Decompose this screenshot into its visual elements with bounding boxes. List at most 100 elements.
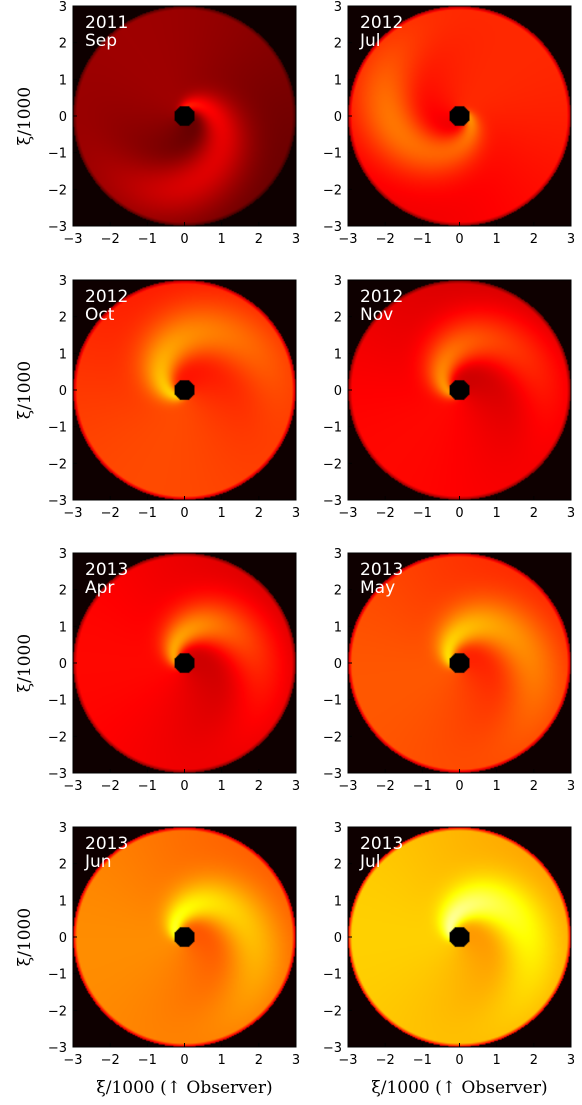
y-tick-label: −2: [48, 183, 67, 198]
y-axis-title: ξ/1000: [15, 361, 35, 419]
y-tick-label: 1: [59, 347, 67, 362]
y-tick-label: −1: [48, 147, 67, 162]
y-tick-label: 2: [334, 858, 342, 873]
x-tick-label: −3: [338, 779, 357, 794]
x-tick-label: 3: [567, 779, 575, 794]
panel-year-label: 2013: [85, 560, 128, 580]
x-tick-label: −1: [413, 1053, 432, 1068]
x-tick-label: 2: [255, 779, 263, 794]
disk-heatmap: [73, 553, 296, 773]
y-tick-label: −3: [48, 767, 67, 782]
x-tick-label: 3: [292, 506, 300, 521]
x-tick-label: −2: [101, 1053, 120, 1068]
x-tick-label: 3: [292, 1053, 300, 1068]
y-tick-label: −2: [48, 730, 67, 745]
panel-month-label: Jul: [359, 31, 381, 51]
x-tick-label: −1: [138, 1053, 157, 1068]
x-tick-label: −1: [138, 232, 157, 247]
x-tick-label: 2: [255, 506, 263, 521]
x-tick-label: 0: [455, 779, 463, 794]
panel-month-label: May: [360, 578, 395, 598]
y-tick-label: 2: [334, 311, 342, 326]
y-tick-label: 3: [59, 274, 67, 289]
x-tick-label: −2: [376, 1053, 395, 1068]
y-tick-label: 0: [59, 384, 67, 399]
y-tick-label: 3: [59, 547, 67, 562]
x-tick-label: −2: [101, 506, 120, 521]
x-tick-label: −3: [63, 779, 82, 794]
y-tick-label: 0: [334, 657, 342, 672]
panel-year-label: 2012: [360, 287, 403, 307]
panel-month-label: Apr: [85, 578, 114, 598]
x-tick-label: 3: [292, 232, 300, 247]
y-tick-label: 2: [59, 858, 67, 873]
disk-heatmap: [73, 280, 296, 500]
x-tick-label: −2: [376, 232, 395, 247]
y-tick-label: 0: [59, 110, 67, 125]
y-tick-label: −1: [323, 421, 342, 436]
y-tick-label: 1: [334, 73, 342, 88]
y-tick-label: 1: [59, 73, 67, 88]
x-tick-label: 1: [493, 232, 501, 247]
y-tick-label: −2: [323, 1004, 342, 1019]
y-tick-label: −2: [323, 730, 342, 745]
panel-year-label: 2013: [85, 834, 128, 854]
y-tick-label: −1: [323, 147, 342, 162]
y-tick-label: 3: [334, 274, 342, 289]
disk-heatmap: [348, 553, 571, 773]
y-tick-label: 2: [334, 37, 342, 52]
disk-heatmap: [73, 6, 296, 226]
x-tick-label: 0: [455, 232, 463, 247]
x-tick-label: −1: [138, 779, 157, 794]
x-tick-label: 2: [530, 506, 538, 521]
x-tick-label: 1: [493, 506, 501, 521]
y-axis-title: ξ/1000: [15, 908, 35, 966]
y-tick-label: 3: [334, 547, 342, 562]
y-tick-label: −2: [48, 457, 67, 472]
x-tick-label: 3: [567, 506, 575, 521]
x-tick-label: 0: [180, 232, 188, 247]
y-tick-label: 0: [334, 110, 342, 125]
x-tick-label: 2: [530, 1053, 538, 1068]
x-tick-label: 1: [218, 1053, 226, 1068]
x-axis-title: ξ/1000 (↑ Observer): [96, 1078, 272, 1098]
panel-month-label: Nov: [360, 305, 393, 325]
x-tick-label: 2: [530, 779, 538, 794]
disk-heatmap: [73, 827, 296, 1047]
y-tick-label: −1: [48, 421, 67, 436]
y-tick-label: −3: [48, 1041, 67, 1056]
x-tick-label: −3: [338, 232, 357, 247]
y-tick-label: 2: [59, 311, 67, 326]
y-tick-label: 0: [334, 931, 342, 946]
panel-year-label: 2012: [360, 13, 403, 33]
y-tick-label: 2: [59, 584, 67, 599]
x-tick-label: 0: [455, 506, 463, 521]
x-tick-label: 2: [530, 232, 538, 247]
y-tick-label: 3: [59, 0, 67, 15]
y-tick-label: −2: [48, 1004, 67, 1019]
x-tick-label: −3: [338, 1053, 357, 1068]
panel-month-label: Jun: [84, 852, 112, 872]
disk-heatmap: [348, 280, 571, 500]
y-tick-label: −3: [323, 494, 342, 509]
y-tick-label: 2: [59, 37, 67, 52]
y-tick-label: −1: [323, 694, 342, 709]
y-tick-label: 0: [59, 931, 67, 946]
y-tick-label: 3: [334, 0, 342, 15]
x-tick-label: −3: [63, 506, 82, 521]
x-tick-label: 2: [255, 232, 263, 247]
x-tick-label: 0: [180, 1053, 188, 1068]
x-tick-label: 1: [218, 232, 226, 247]
x-axis-title: ξ/1000 (↑ Observer): [371, 1078, 547, 1098]
x-tick-label: 0: [180, 506, 188, 521]
y-tick-label: 2: [334, 584, 342, 599]
y-tick-label: 1: [334, 894, 342, 909]
y-tick-label: −3: [323, 767, 342, 782]
